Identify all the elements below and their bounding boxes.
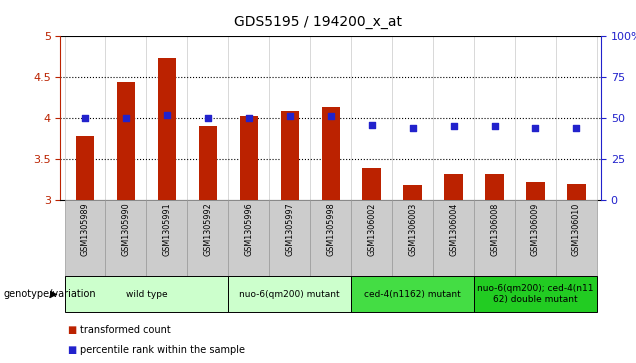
Point bbox=[530, 125, 541, 131]
Text: percentile rank within the sample: percentile rank within the sample bbox=[80, 345, 244, 355]
Bar bbox=[310, 200, 351, 276]
Bar bbox=[198, 126, 217, 200]
Bar bbox=[228, 276, 351, 312]
Bar bbox=[392, 200, 433, 276]
Bar bbox=[240, 115, 258, 200]
Text: GSM1305992: GSM1305992 bbox=[204, 203, 212, 256]
Bar bbox=[158, 57, 176, 200]
Text: GSM1305996: GSM1305996 bbox=[244, 203, 253, 256]
Point bbox=[285, 113, 295, 119]
Text: GSM1306004: GSM1306004 bbox=[449, 203, 458, 256]
Bar bbox=[146, 200, 188, 276]
Point bbox=[80, 115, 90, 121]
Point bbox=[326, 113, 336, 119]
Text: GSM1306010: GSM1306010 bbox=[572, 203, 581, 256]
Text: GSM1305989: GSM1305989 bbox=[81, 203, 90, 256]
Bar bbox=[363, 168, 381, 200]
Text: GSM1306008: GSM1306008 bbox=[490, 203, 499, 256]
Bar bbox=[445, 174, 463, 200]
Bar bbox=[474, 276, 597, 312]
Bar bbox=[567, 184, 586, 200]
Text: GDS5195 / 194200_x_at: GDS5195 / 194200_x_at bbox=[234, 15, 402, 29]
Bar bbox=[280, 111, 299, 200]
Point bbox=[366, 122, 377, 127]
Text: nuo-6(qm200) mutant: nuo-6(qm200) mutant bbox=[239, 290, 340, 298]
Bar bbox=[76, 136, 94, 200]
Bar bbox=[474, 200, 515, 276]
Bar bbox=[515, 200, 556, 276]
Bar bbox=[117, 82, 135, 200]
Point bbox=[490, 123, 500, 129]
Point bbox=[408, 125, 418, 131]
Bar bbox=[526, 183, 544, 200]
Text: ▶: ▶ bbox=[50, 289, 57, 299]
Text: GSM1305998: GSM1305998 bbox=[326, 203, 335, 256]
Bar bbox=[64, 200, 106, 276]
Point bbox=[571, 125, 581, 131]
Text: GSM1306003: GSM1306003 bbox=[408, 203, 417, 256]
Bar bbox=[188, 200, 228, 276]
Point bbox=[244, 115, 254, 121]
Point bbox=[448, 123, 459, 129]
Bar bbox=[64, 276, 228, 312]
Point bbox=[121, 115, 131, 121]
Bar bbox=[269, 200, 310, 276]
Text: GSM1306002: GSM1306002 bbox=[367, 203, 376, 256]
Bar bbox=[556, 200, 597, 276]
Bar bbox=[433, 200, 474, 276]
Bar bbox=[485, 174, 504, 200]
Bar bbox=[351, 276, 474, 312]
Bar bbox=[106, 200, 146, 276]
Text: nuo-6(qm200); ced-4(n11
62) double mutant: nuo-6(qm200); ced-4(n11 62) double mutan… bbox=[477, 284, 594, 304]
Text: transformed count: transformed count bbox=[80, 325, 170, 335]
Text: genotype/variation: genotype/variation bbox=[3, 289, 96, 299]
Text: ced-4(n1162) mutant: ced-4(n1162) mutant bbox=[364, 290, 461, 298]
Text: wild type: wild type bbox=[126, 290, 167, 298]
Text: GSM1305997: GSM1305997 bbox=[286, 203, 294, 256]
Text: GSM1305990: GSM1305990 bbox=[121, 203, 130, 256]
Text: GSM1306009: GSM1306009 bbox=[531, 203, 540, 256]
Text: ■: ■ bbox=[67, 345, 76, 355]
Bar bbox=[403, 185, 422, 200]
Text: GSM1305991: GSM1305991 bbox=[162, 203, 171, 256]
Point bbox=[203, 115, 213, 121]
Point bbox=[162, 112, 172, 118]
Text: ■: ■ bbox=[67, 325, 76, 335]
Bar bbox=[351, 200, 392, 276]
Bar bbox=[322, 107, 340, 200]
Bar bbox=[228, 200, 269, 276]
